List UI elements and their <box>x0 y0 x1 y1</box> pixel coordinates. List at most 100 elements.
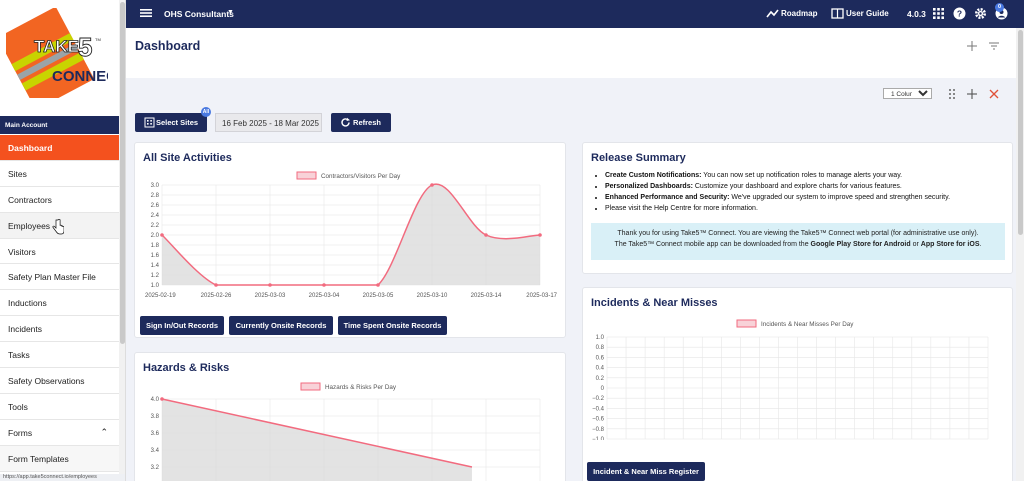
sidebar-item-visitors[interactable]: Visitors <box>0 239 119 265</box>
currently-onsite-records-button[interactable]: Currently Onsite Records <box>229 316 333 335</box>
release-item: Personalized Dashboards: Customize your … <box>605 181 1000 192</box>
incident-register-button[interactable]: Incident & Near Miss Register <box>587 462 705 481</box>
version-label: 4.0.3 <box>907 9 926 19</box>
filter-icon[interactable] <box>988 40 1000 52</box>
incidents-chart: Incidents & Near Misses Per Day 1.0 0.8 0.… <box>592 319 989 440</box>
refresh-button[interactable]: Refresh <box>331 113 391 132</box>
x-tick-label: 2025-02-19 <box>145 293 176 299</box>
sidebar-item-dashboard[interactable]: Dashboard <box>0 135 119 161</box>
dashboard-content: 1 Column Select Sites All 16 Feb 2025 - … <box>126 78 1016 481</box>
data-point[interactable] <box>268 283 272 287</box>
hazards-risks-title: Hazards & Risks <box>143 362 230 374</box>
sidebar-item-forms[interactable]: Forms ⌃ <box>0 420 119 446</box>
help-icon[interactable]: ? <box>953 7 966 20</box>
release-item: Please visit the Help Centre for more in… <box>605 203 1000 214</box>
sidebar-item-label: Inductions <box>8 298 47 309</box>
data-point[interactable] <box>160 233 164 237</box>
y-tick-label: −0.6 <box>592 417 605 423</box>
sign-in-out-records-button[interactable]: Sign In/Out Records <box>140 316 224 335</box>
data-point[interactable] <box>376 283 380 287</box>
x-tick-label: 2025-03-04 <box>309 293 340 299</box>
refresh-icon <box>341 117 350 127</box>
building-icon <box>144 117 155 128</box>
user-guide-link[interactable]: User Guide <box>846 9 889 18</box>
google-play-link[interactable]: Google Play Store for Android <box>810 241 911 248</box>
data-point[interactable] <box>322 283 326 287</box>
refresh-label: Refresh <box>353 118 381 127</box>
page-scrollbar-thumb[interactable] <box>1018 30 1023 235</box>
notice-line-1: Thank you for using Take5™ Connect. You … <box>617 230 979 237</box>
x-tick-label: 2025-03-03 <box>255 293 286 299</box>
sidebar-item-label: Safety Plan Master File <box>8 272 96 283</box>
data-point[interactable] <box>484 233 488 237</box>
apps-grid-icon[interactable] <box>932 7 945 20</box>
caret-down-icon[interactable]: ▼ <box>227 9 234 16</box>
gear-icon[interactable] <box>974 7 987 20</box>
sidebar-item-label: Incidents <box>8 324 43 335</box>
hamburger-menu-icon[interactable] <box>140 7 152 19</box>
y-tick-label: 1.2 <box>151 273 160 279</box>
data-point[interactable] <box>214 283 218 287</box>
y-tick-label: 2.4 <box>151 213 160 219</box>
y-tick-label: −1.0 <box>592 437 605 440</box>
time-spent-onsite-records-button[interactable]: Time Spent Onsite Records <box>338 316 447 335</box>
sidebar-item-contractors[interactable]: Contractors <box>0 187 119 213</box>
take5-connect-logo[interactable]: TAKE 5 TM CONNECT <box>6 8 108 98</box>
y-tick-label: −0.8 <box>592 427 605 433</box>
hand-cursor-icon <box>52 219 64 235</box>
release-summary-list: Create Custom Notifications: You can now… <box>605 170 1000 214</box>
data-point[interactable] <box>538 233 542 237</box>
sidebar-scrollbar-thumb[interactable] <box>120 2 125 344</box>
sidebar-item-form-templates[interactable]: Form Templates <box>0 445 119 472</box>
main-account-header: Main Account <box>0 116 119 134</box>
add-row-icon[interactable] <box>966 88 978 100</box>
roadmap-link[interactable]: Roadmap <box>781 9 818 18</box>
incidents-title: Incidents & Near Misses <box>591 297 718 309</box>
sidebar-item-safety-plan[interactable]: Safety Plan Master File <box>0 264 119 291</box>
data-point[interactable] <box>430 183 434 187</box>
select-sites-button[interactable]: Select Sites <box>135 113 207 132</box>
page-scrollbar-track[interactable] <box>1016 28 1024 481</box>
y-tick-label: 1.8 <box>151 243 160 249</box>
data-point[interactable] <box>160 397 164 401</box>
sidebar-item-safety-observations[interactable]: Safety Observations <box>0 368 119 394</box>
release-item: Create Custom Notifications: You can now… <box>605 170 1000 181</box>
drag-handle-icon[interactable] <box>946 88 958 100</box>
y-tick-label: 2.0 <box>151 233 160 239</box>
y-tick-label: 2.6 <box>151 203 160 209</box>
add-widget-icon[interactable] <box>966 40 978 52</box>
app-store-link[interactable]: App Store for iOS <box>920 241 980 248</box>
select-sites-label: Select Sites <box>155 118 199 127</box>
sidebar-item-tasks[interactable]: Tasks <box>0 342 119 369</box>
status-bar-url: https://app.take5connect.io/employees <box>0 474 125 481</box>
book-icon[interactable] <box>831 7 844 20</box>
x-tick-label: 2025-03-10 <box>417 293 448 299</box>
x-tick-label: 2025-03-14 <box>471 293 502 299</box>
y-tick-label: 0 <box>601 386 605 392</box>
legend-label: Hazards & Risks Per Day <box>325 384 397 391</box>
date-range-input[interactable]: 16 Feb 2025 - 18 Mar 2025 <box>215 113 322 132</box>
y-tick-label: 1.4 <box>151 263 160 269</box>
all-site-activities-chart: Contractors/Visitors Per Day 3.0 2.8 2.6 2.… <box>145 171 558 299</box>
y-tick-label: 3.8 <box>151 414 160 420</box>
trend-line-icon[interactable] <box>766 7 779 20</box>
y-tick-label: 0.2 <box>596 376 605 382</box>
x-tick-label: 2025-03-05 <box>363 293 394 299</box>
sidebar-item-sites[interactable]: Sites <box>0 161 119 187</box>
app-download-notice: Thank you for using Take5™ Connect. You … <box>591 223 1005 260</box>
column-layout-select[interactable]: 1 Column <box>883 88 932 99</box>
sidebar-item-label: Dashboard <box>8 143 53 153</box>
y-tick-label: 3.0 <box>151 183 160 189</box>
incidents-near-misses-card: Incidents & Near Misses Incidents & Near… <box>582 287 1013 481</box>
sidebar-item-tools[interactable]: Tools <box>0 394 119 420</box>
legend-swatch <box>296 171 317 180</box>
close-icon[interactable] <box>988 88 1000 100</box>
company-selector[interactable]: OHS Consultants <box>164 9 234 19</box>
sidebar-item-incidents[interactable]: Incidents <box>0 316 119 343</box>
series-area <box>162 399 472 481</box>
release-summary-card: Release Summary Create Custom Notificati… <box>582 142 1013 274</box>
sites-count-badge: All <box>201 107 211 117</box>
y-tick-label: 2.2 <box>151 223 160 229</box>
sidebar: TAKE 5 TM CONNECT Main Account Dashboard… <box>0 0 126 481</box>
sidebar-item-inductions[interactable]: Inductions <box>0 290 119 317</box>
